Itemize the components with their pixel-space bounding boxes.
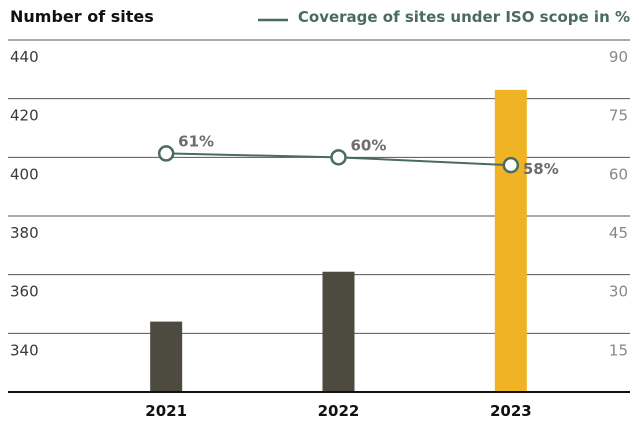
marker — [330, 149, 347, 166]
data-label: 61% — [178, 132, 214, 150]
x-tick-label: 2022 — [318, 402, 360, 420]
y-tick-label: 400 — [10, 165, 39, 183]
marker — [502, 156, 520, 174]
x-tick-label: 2023 — [490, 402, 532, 420]
y2-tick-label: 60 — [609, 165, 628, 183]
x-tick-label: 2021 — [145, 402, 187, 420]
y2-tick-label: 90 — [609, 48, 628, 66]
bar — [494, 89, 527, 392]
data-label: 58% — [523, 160, 559, 178]
y-tick-label: 420 — [10, 107, 39, 125]
y-tick-label: 340 — [10, 341, 39, 359]
data-label: 60% — [351, 136, 387, 154]
legend-label: Coverage of sites under ISO scope in % — [298, 8, 630, 26]
y-tick-label: 380 — [10, 224, 39, 242]
y2-tick-label: 45 — [609, 224, 628, 242]
y2-tick-label: 30 — [609, 283, 628, 301]
y2-tick-label: 15 — [609, 341, 628, 359]
bar — [150, 321, 183, 392]
marker — [157, 145, 175, 162]
y-axis-title: Number of sites — [10, 7, 154, 26]
y-tick-label: 440 — [10, 48, 39, 66]
y2-tick-label: 75 — [609, 107, 628, 125]
bar — [322, 271, 355, 392]
y-tick-label: 360 — [10, 283, 39, 301]
